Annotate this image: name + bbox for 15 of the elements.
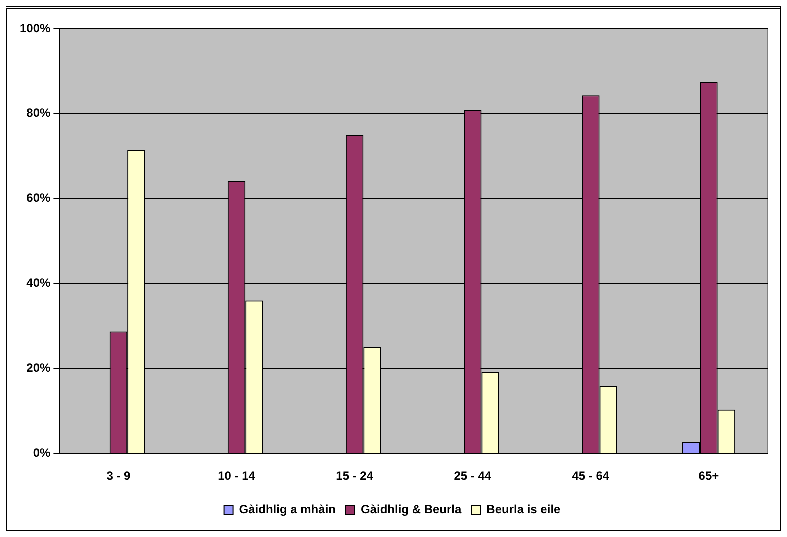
x-tick-label: 3 - 9 (106, 469, 132, 484)
y-tick-label: 60% (26, 191, 52, 206)
y-tick-label: 0% (33, 446, 52, 460)
legend-label: Gàidhlig & Beurla (360, 502, 462, 516)
x-tick-label: 65+ (698, 469, 720, 484)
x-tick-label: 25 - 44 (454, 469, 492, 484)
x-tick-label: 45 - 64 (572, 469, 610, 484)
x-tick-label: 10 - 14 (218, 469, 256, 484)
y-tick-label: 40% (26, 276, 52, 290)
y-tick-label: 80% (26, 106, 52, 120)
x-tick-label: 15 - 24 (336, 469, 374, 484)
legend-label: Beurla is eile (486, 502, 562, 516)
y-tick-label: 20% (26, 360, 52, 375)
legend-label: Gàidhlig a mhàin (239, 502, 336, 516)
y-tick-label: 100% (20, 21, 52, 36)
